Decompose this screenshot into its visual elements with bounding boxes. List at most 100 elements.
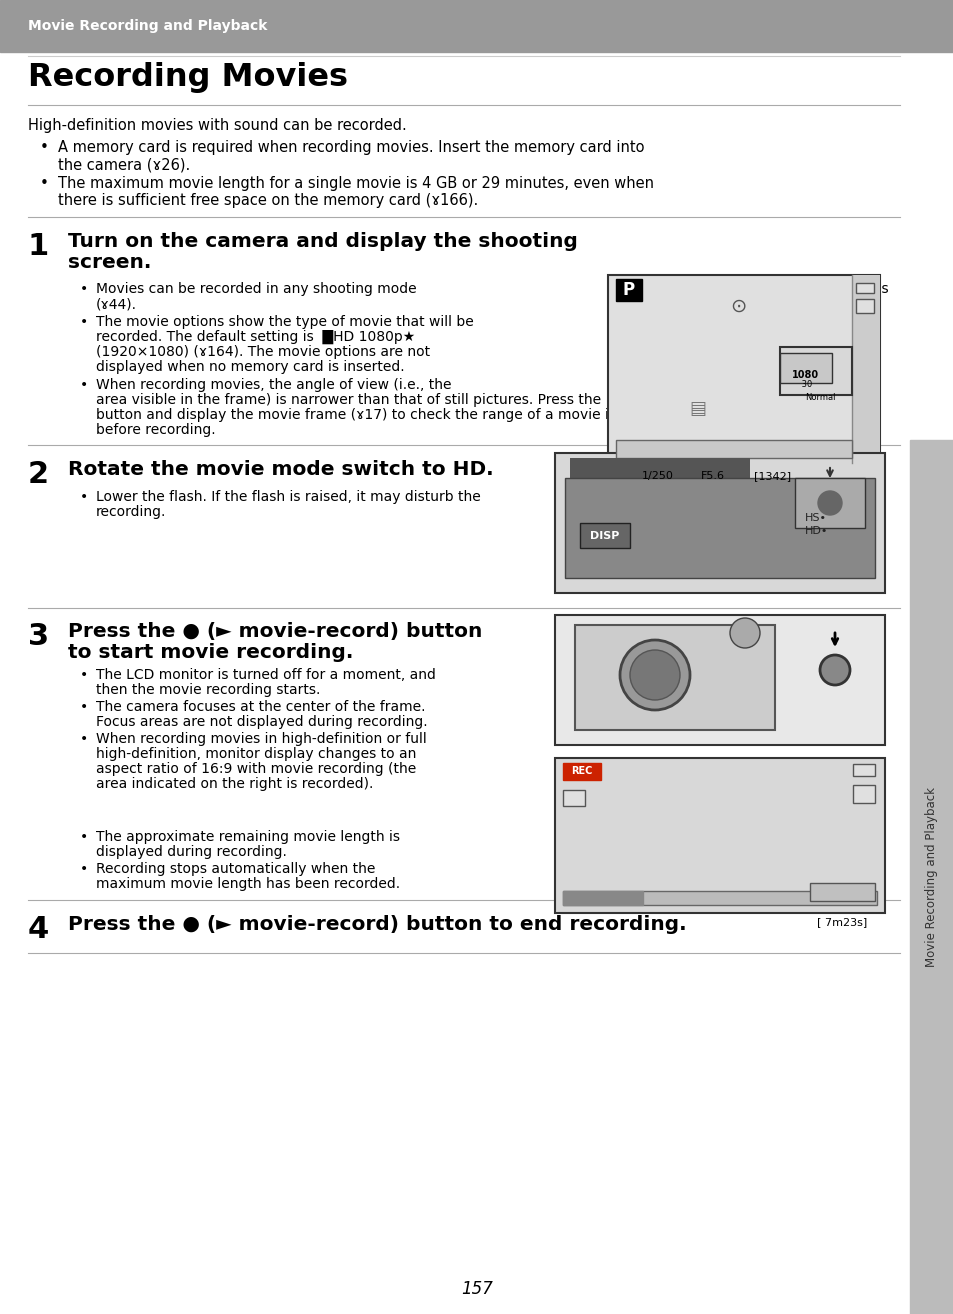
Text: •: • [80, 315, 89, 328]
Circle shape [629, 650, 679, 700]
Text: Normal: Normal [804, 393, 835, 402]
Text: •: • [80, 830, 89, 844]
Text: DISP: DISP [590, 531, 619, 541]
Bar [855, 283, 873, 293]
Text: maximum movie length has been recorded.: maximum movie length has been recorded. [96, 876, 399, 891]
Text: ⊙: ⊙ [729, 297, 745, 315]
Text: •: • [80, 378, 89, 392]
Text: area indicated on the right is recorded).: area indicated on the right is recorded)… [96, 777, 373, 791]
Text: Press the ● (► movie-record) button: Press the ● (► movie-record) button [68, 622, 482, 641]
Text: there is sufficient free space on the memory card (ɤ166).: there is sufficient free space on the me… [58, 193, 477, 208]
Bar [562, 790, 584, 805]
Text: [ 7m23s]: [ 7m23s] [816, 917, 866, 926]
Text: •: • [80, 732, 89, 746]
Bar [569, 459, 749, 484]
Bar [852, 784, 874, 803]
Text: The maximum movie length for a single movie is 4 GB or 29 minutes, even when: The maximum movie length for a single mo… [58, 176, 654, 191]
Text: •: • [80, 862, 89, 876]
Circle shape [729, 618, 760, 648]
Text: F5.6: F5.6 [700, 470, 724, 481]
Bar [794, 478, 864, 528]
Text: recording.: recording. [96, 505, 166, 519]
Text: Press the ● (► movie-record) button to end recording.: Press the ● (► movie-record) button to e… [68, 915, 686, 934]
Text: screen.: screen. [68, 254, 152, 272]
Text: 2: 2 [28, 460, 49, 489]
Text: Turn on the camera and display the shooting: Turn on the camera and display the shoot… [68, 233, 578, 251]
Bar [579, 523, 629, 548]
Text: When recording movies, the angle of view (i.e., the: When recording movies, the angle of view… [96, 378, 451, 392]
Text: The LCD monitor is turned off for a moment, and: The LCD monitor is turned off for a mome… [96, 668, 436, 682]
Text: high-definition, monitor display changes to an: high-definition, monitor display changes… [96, 746, 416, 761]
Bar [564, 478, 874, 578]
Bar [616, 440, 851, 459]
Text: A memory card is required when recording movies. Insert the memory card into: A memory card is required when recording… [58, 141, 644, 155]
Text: 157: 157 [460, 1280, 493, 1298]
Text: 1080: 1080 [792, 371, 819, 380]
Circle shape [820, 654, 849, 685]
Text: REC: REC [571, 766, 592, 777]
Text: Movie options: Movie options [791, 283, 887, 296]
Text: High-definition movies with sound can be recorded.: High-definition movies with sound can be… [28, 118, 406, 133]
Text: The camera focuses at the center of the frame.: The camera focuses at the center of the … [96, 700, 425, 714]
Text: before recording.: before recording. [96, 423, 215, 438]
Text: ▤: ▤ [688, 399, 705, 418]
Bar [809, 883, 874, 901]
Circle shape [817, 491, 841, 515]
Text: (display): (display) [705, 393, 765, 407]
Text: •: • [40, 176, 49, 191]
Bar [555, 758, 884, 913]
Text: The movie options show the type of movie that will be: The movie options show the type of movie… [96, 315, 474, 328]
Bar [851, 275, 879, 463]
Text: area visible in the frame) is narrower than that of still pictures. Press the: area visible in the frame) is narrower t… [96, 393, 605, 407]
Bar [575, 625, 774, 731]
Text: 30: 30 [799, 380, 812, 389]
Text: HS•: HS• [804, 512, 826, 523]
Text: 3: 3 [28, 622, 49, 650]
Text: Recording Movies: Recording Movies [28, 62, 348, 93]
Bar [780, 353, 831, 382]
Text: displayed when no memory card is inserted.: displayed when no memory card is inserte… [96, 360, 404, 374]
Text: When recording movies in high-definition or full: When recording movies in high-definition… [96, 732, 426, 746]
Bar [909, 440, 953, 1314]
Text: Rotate the movie mode switch to HD.: Rotate the movie mode switch to HD. [68, 460, 493, 480]
Text: (1920×1080) (ɤ164). The movie options are not: (1920×1080) (ɤ164). The movie options ar… [96, 346, 430, 359]
Text: P: P [622, 281, 635, 300]
Bar [562, 891, 876, 905]
Bar [607, 275, 879, 463]
Text: recorded. The default setting is  █HD 1080p★: recorded. The default setting is █HD 108… [96, 330, 415, 344]
Text: then the movie recording starts.: then the movie recording starts. [96, 683, 320, 696]
Text: •: • [80, 490, 89, 505]
Circle shape [619, 640, 689, 710]
Bar [555, 453, 884, 593]
Text: to start movie recording.: to start movie recording. [68, 643, 353, 662]
Text: The approximate remaining movie length is: The approximate remaining movie length i… [96, 830, 399, 844]
Text: •: • [80, 283, 89, 296]
Text: button and display the movie frame (ɤ17) to check the range of a movie in a fram: button and display the movie frame (ɤ17)… [96, 409, 676, 422]
Bar [562, 891, 642, 905]
Text: 1/250: 1/250 [641, 470, 673, 481]
Text: Movies can be recorded in any shooting mode: Movies can be recorded in any shooting m… [96, 283, 416, 296]
Text: Recording stops automatically when the: Recording stops automatically when the [96, 862, 375, 876]
Text: 1: 1 [28, 233, 50, 261]
Text: (ɤ44).: (ɤ44). [96, 297, 137, 311]
Bar [0, 0, 953, 53]
Text: •: • [80, 700, 89, 714]
Bar [555, 615, 884, 745]
Text: the camera (ɤ26).: the camera (ɤ26). [58, 156, 190, 172]
Bar [855, 300, 873, 313]
Text: •: • [40, 141, 49, 155]
Text: •: • [80, 668, 89, 682]
Bar [616, 279, 641, 301]
Text: HD•: HD• [804, 526, 827, 536]
Text: Movie Recording and Playback: Movie Recording and Playback [924, 787, 938, 967]
Text: displayed during recording.: displayed during recording. [96, 845, 287, 859]
Bar [852, 763, 874, 777]
Text: 4: 4 [28, 915, 50, 943]
Bar [780, 347, 851, 396]
Bar [562, 763, 600, 781]
Text: [1342]: [1342] [754, 470, 791, 481]
Text: DISP: DISP [675, 393, 711, 407]
Text: Focus areas are not displayed during recording.: Focus areas are not displayed during rec… [96, 715, 427, 729]
Text: Lower the flash. If the flash is raised, it may disturb the: Lower the flash. If the flash is raised,… [96, 490, 480, 505]
Text: Movie Recording and Playback: Movie Recording and Playback [28, 18, 267, 33]
